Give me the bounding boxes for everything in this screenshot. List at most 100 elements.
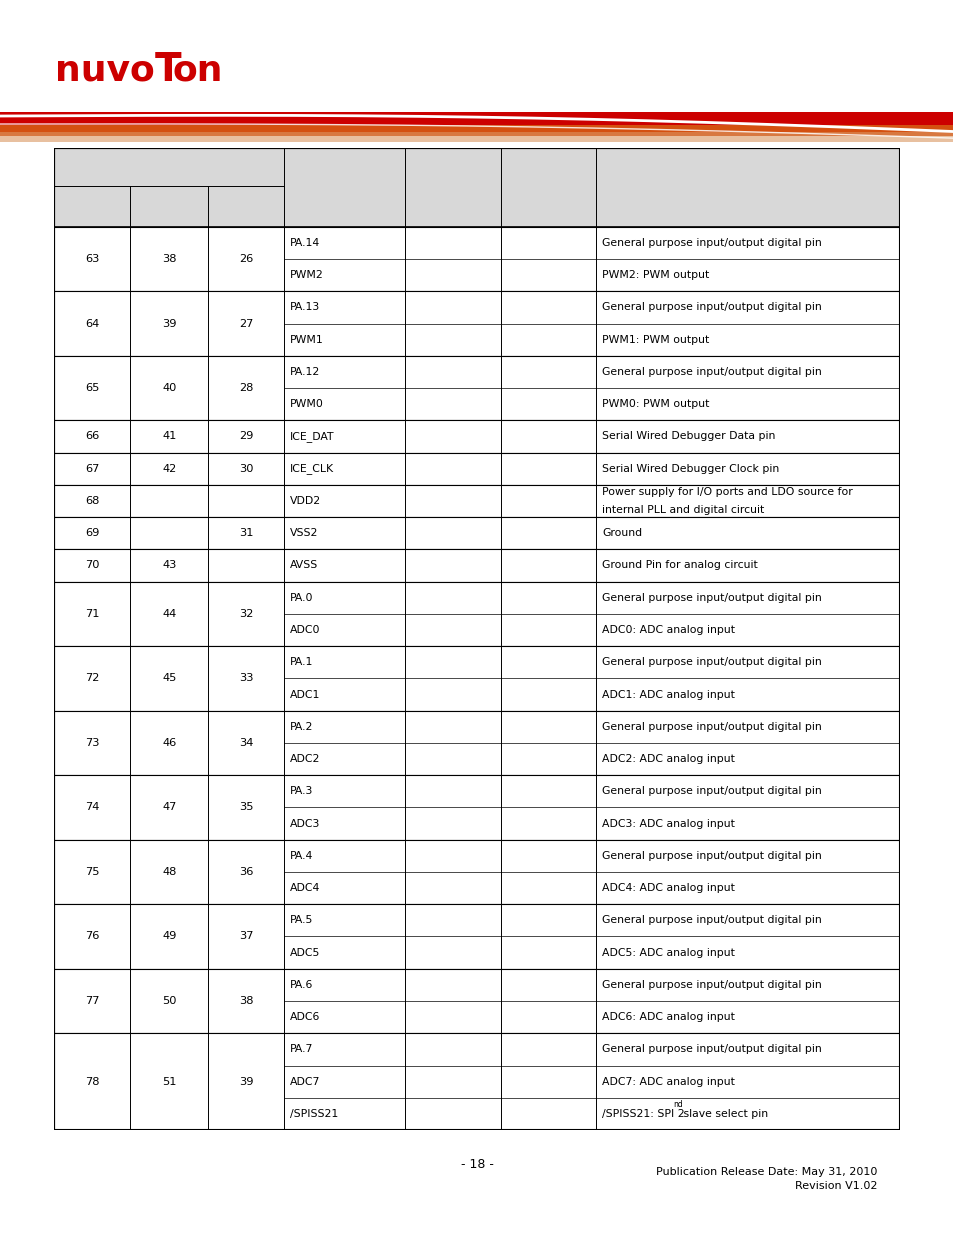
Text: T: T <box>154 51 181 89</box>
Text: ICE_CLK: ICE_CLK <box>290 463 334 474</box>
Text: ADC3: ADC3 <box>290 819 320 829</box>
Text: PWM0: PWM output: PWM0: PWM output <box>601 399 709 409</box>
Text: /SPISS21: SPI 2: /SPISS21: SPI 2 <box>601 1109 684 1119</box>
Text: General purpose input/output digital pin: General purpose input/output digital pin <box>601 851 821 861</box>
Text: 70: 70 <box>85 561 99 571</box>
Text: Serial Wired Debugger Clock pin: Serial Wired Debugger Clock pin <box>601 463 779 474</box>
Text: PA.2: PA.2 <box>290 721 314 732</box>
Text: 33: 33 <box>239 673 253 683</box>
Text: General purpose input/output digital pin: General purpose input/output digital pin <box>601 721 821 732</box>
Text: ADC2: ADC analog input: ADC2: ADC analog input <box>601 755 734 764</box>
Bar <box>54 840 899 904</box>
Bar <box>54 904 899 968</box>
Text: 71: 71 <box>85 609 99 619</box>
Bar <box>54 517 899 550</box>
Text: 68: 68 <box>85 496 99 506</box>
Text: Serial Wired Debugger Data pin: Serial Wired Debugger Data pin <box>601 431 775 441</box>
Text: PA.4: PA.4 <box>290 851 314 861</box>
Text: ADC6: ADC6 <box>290 1013 320 1023</box>
Text: PA.14: PA.14 <box>290 238 320 248</box>
Text: 42: 42 <box>162 463 176 474</box>
Text: General purpose input/output digital pin: General purpose input/output digital pin <box>601 303 821 312</box>
Text: VDD2: VDD2 <box>290 496 321 506</box>
Text: PWM2: PWM output: PWM2: PWM output <box>601 270 709 280</box>
Text: 78: 78 <box>85 1077 99 1087</box>
Text: PWM1: PWM1 <box>290 335 324 345</box>
Text: 77: 77 <box>85 995 99 1007</box>
Text: ADC6: ADC analog input: ADC6: ADC analog input <box>601 1013 734 1023</box>
Text: 38: 38 <box>162 254 176 264</box>
Text: 29: 29 <box>239 431 253 441</box>
Text: 64: 64 <box>85 319 99 329</box>
Text: VSS2: VSS2 <box>290 529 318 538</box>
Text: AVSS: AVSS <box>290 561 318 571</box>
Text: 41: 41 <box>162 431 176 441</box>
Text: 38: 38 <box>239 995 253 1007</box>
Text: 32: 32 <box>239 609 253 619</box>
Text: PWM2: PWM2 <box>290 270 324 280</box>
Text: 65: 65 <box>85 383 99 393</box>
Bar <box>0 132 953 137</box>
Text: ADC1: ADC analog input: ADC1: ADC analog input <box>601 689 734 699</box>
Text: ADC3: ADC analog input: ADC3: ADC analog input <box>601 819 734 829</box>
Bar <box>54 148 899 227</box>
Text: General purpose input/output digital pin: General purpose input/output digital pin <box>601 367 821 377</box>
Text: ADC5: ADC analog input: ADC5: ADC analog input <box>601 947 734 957</box>
Text: General purpose input/output digital pin: General purpose input/output digital pin <box>601 238 821 248</box>
Text: 49: 49 <box>162 931 176 941</box>
Text: General purpose input/output digital pin: General purpose input/output digital pin <box>601 593 821 603</box>
Text: 27: 27 <box>239 319 253 329</box>
Text: 39: 39 <box>239 1077 253 1087</box>
Text: 69: 69 <box>85 529 99 538</box>
Text: 44: 44 <box>162 609 176 619</box>
Bar <box>54 227 899 291</box>
Text: General purpose input/output digital pin: General purpose input/output digital pin <box>601 1045 821 1055</box>
Text: PA.5: PA.5 <box>290 915 314 925</box>
Bar <box>54 148 899 227</box>
Text: PA.3: PA.3 <box>290 787 314 797</box>
Text: 30: 30 <box>239 463 253 474</box>
Text: 31: 31 <box>239 529 253 538</box>
Bar <box>54 710 899 776</box>
Text: 67: 67 <box>85 463 99 474</box>
Text: 37: 37 <box>239 931 253 941</box>
Text: 74: 74 <box>85 803 99 813</box>
Bar <box>54 646 899 710</box>
Text: ADC5: ADC5 <box>290 947 320 957</box>
Text: 43: 43 <box>162 561 176 571</box>
Text: nuvo: nuvo <box>55 53 154 86</box>
Bar <box>54 420 899 452</box>
Bar <box>54 356 899 420</box>
Text: 26: 26 <box>239 254 253 264</box>
Text: PA.7: PA.7 <box>290 1045 314 1055</box>
Bar <box>54 550 899 582</box>
Bar <box>0 112 953 128</box>
Bar <box>54 968 899 1034</box>
Bar <box>0 125 953 133</box>
Text: General purpose input/output digital pin: General purpose input/output digital pin <box>601 657 821 667</box>
Text: - 18 -: - 18 - <box>460 1157 493 1171</box>
Text: 34: 34 <box>239 737 253 748</box>
Text: ADC0: ADC analog input: ADC0: ADC analog input <box>601 625 735 635</box>
Bar <box>54 776 899 840</box>
Bar <box>54 485 899 517</box>
Text: 45: 45 <box>162 673 176 683</box>
Text: PA.6: PA.6 <box>290 979 314 990</box>
Text: 76: 76 <box>85 931 99 941</box>
Text: Publication Release Date: May 31, 2010
Revision V1.02: Publication Release Date: May 31, 2010 R… <box>656 1167 877 1192</box>
Text: 46: 46 <box>162 737 176 748</box>
Text: 50: 50 <box>162 995 176 1007</box>
Text: 75: 75 <box>85 867 99 877</box>
Text: 39: 39 <box>162 319 176 329</box>
Text: ICE_DAT: ICE_DAT <box>290 431 335 442</box>
Text: 36: 36 <box>239 867 253 877</box>
Text: ADC4: ADC analog input: ADC4: ADC analog input <box>601 883 734 893</box>
Text: 72: 72 <box>85 673 99 683</box>
Text: on: on <box>172 53 223 86</box>
Text: Ground: Ground <box>601 529 641 538</box>
Text: ADC7: ADC7 <box>290 1077 320 1087</box>
Text: ADC2: ADC2 <box>290 755 320 764</box>
Text: /SPISS21: /SPISS21 <box>290 1109 338 1119</box>
Text: ADC0: ADC0 <box>290 625 320 635</box>
Text: PA.13: PA.13 <box>290 303 320 312</box>
